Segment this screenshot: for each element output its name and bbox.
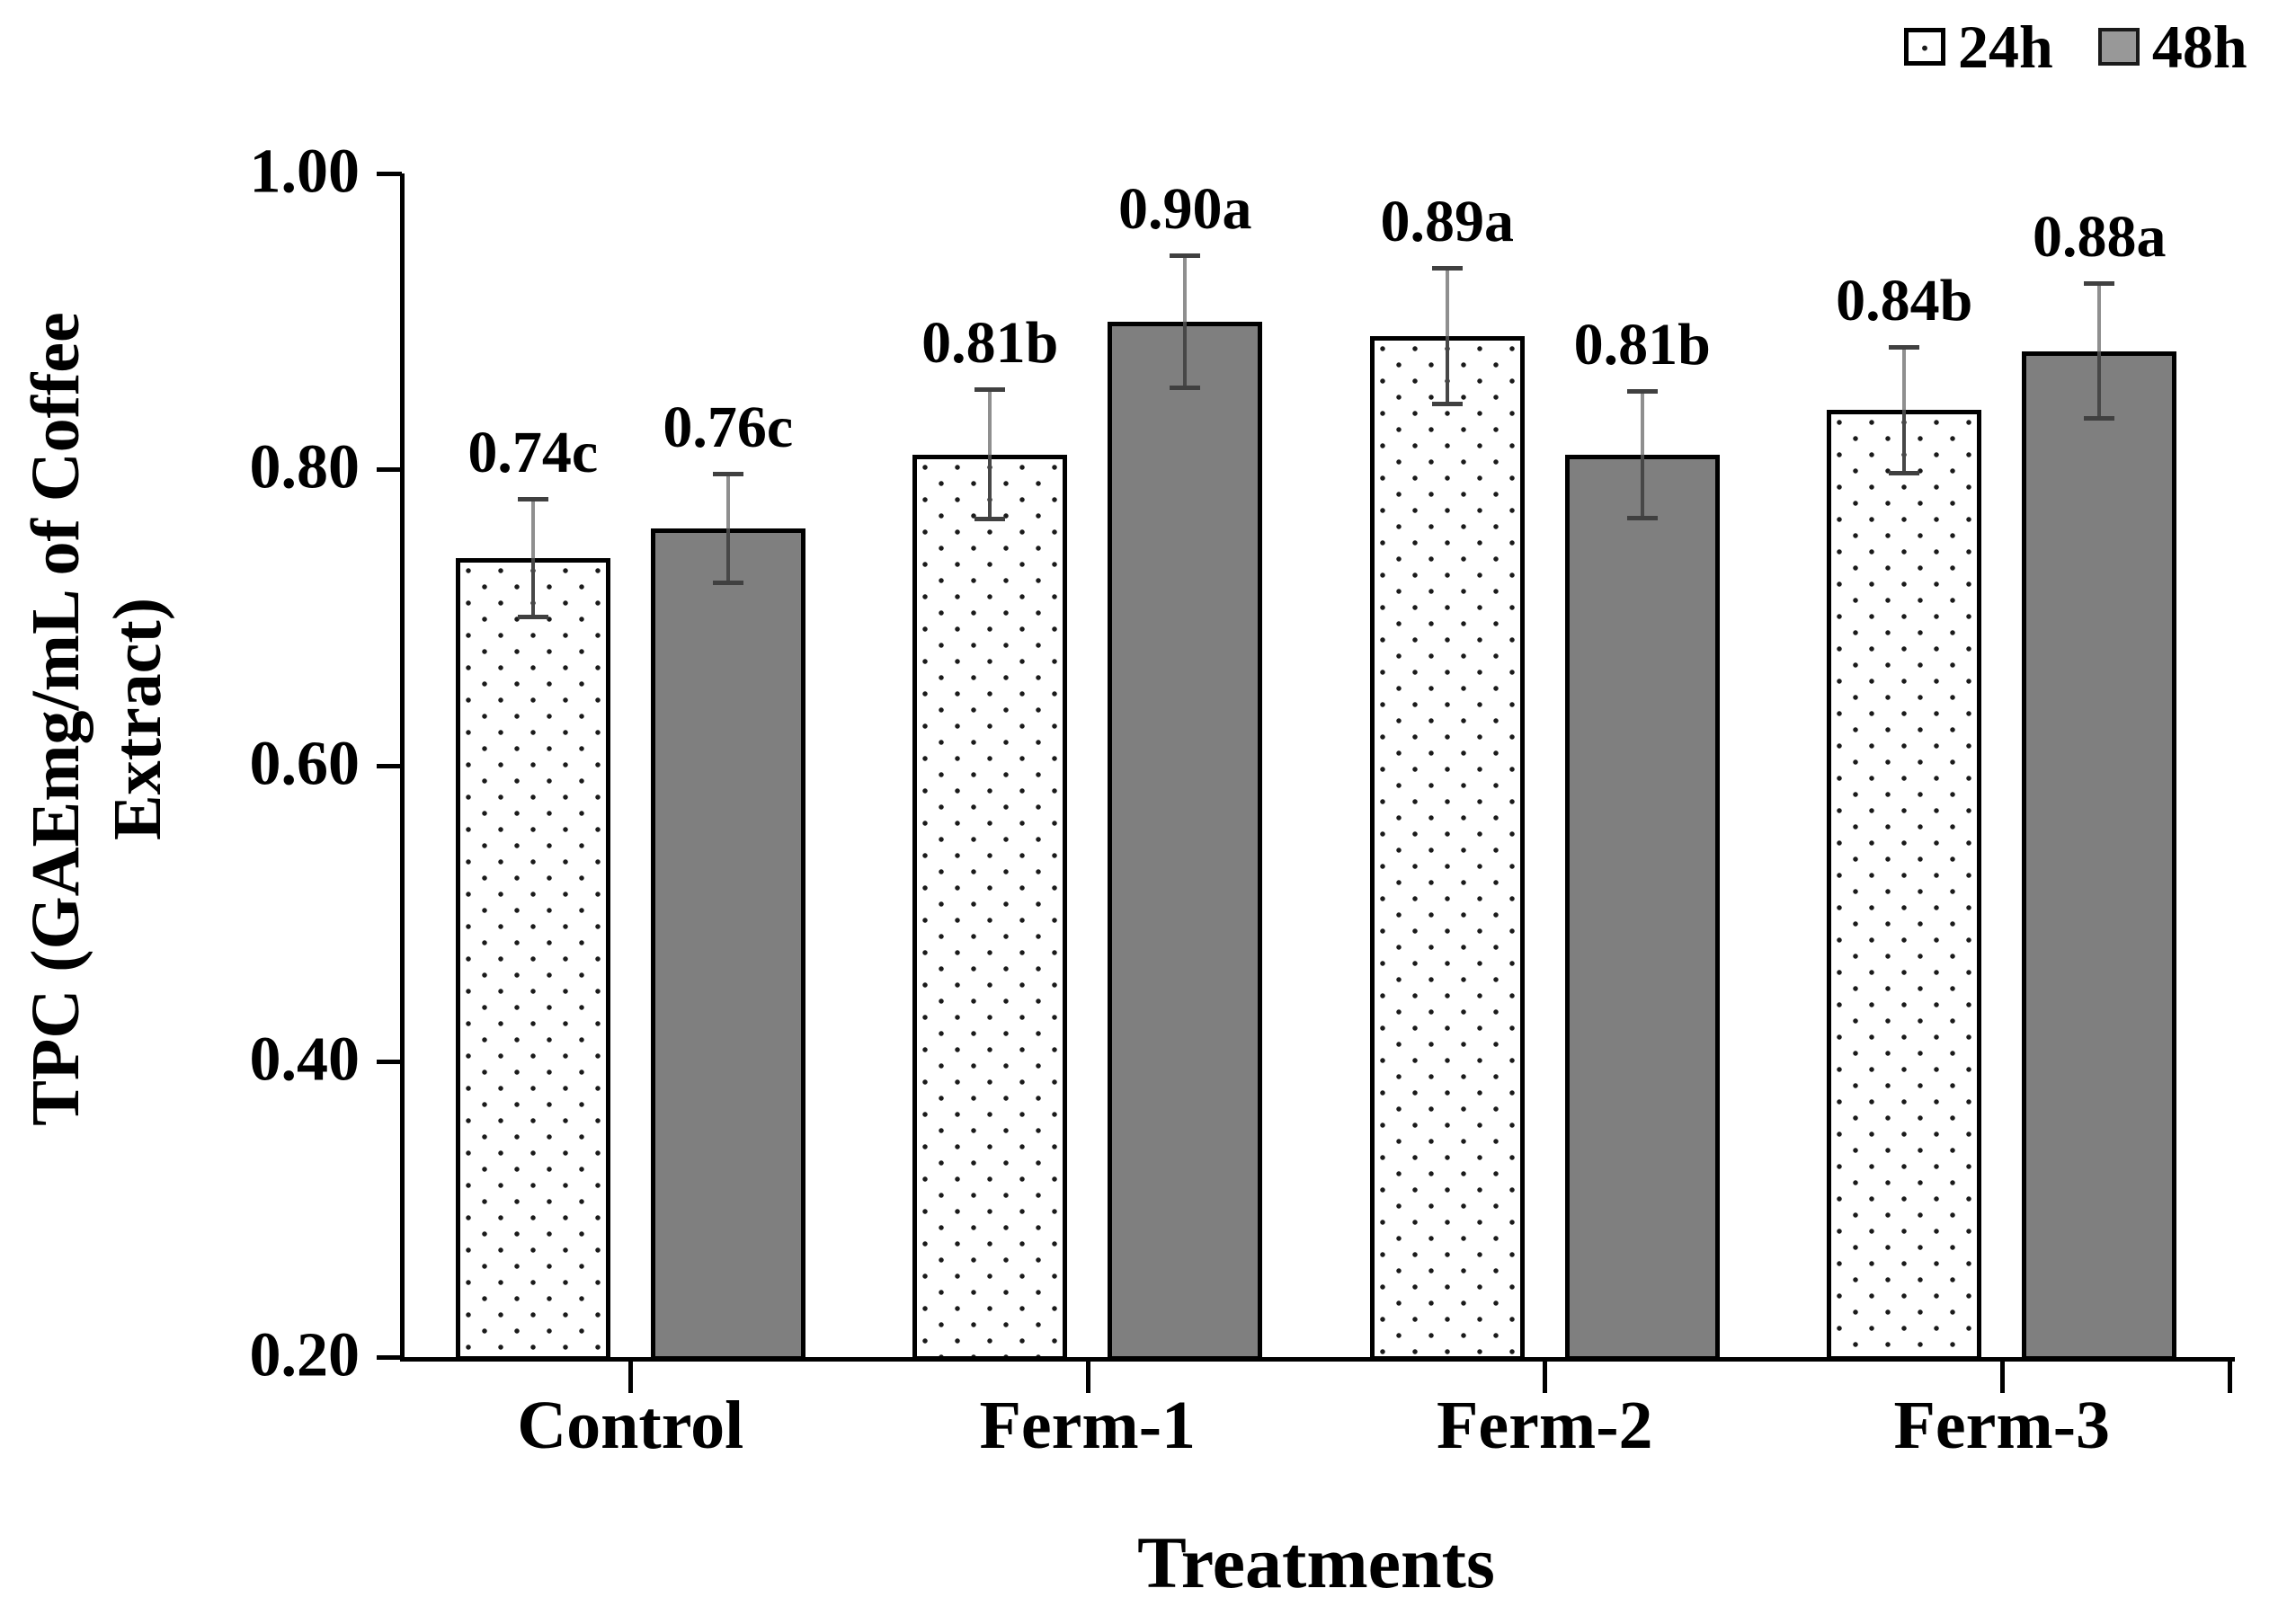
error-stem (1183, 257, 1188, 322)
error-stem (2097, 351, 2102, 417)
error-cap (1431, 266, 1463, 271)
y-tick (377, 1355, 402, 1360)
legend-label-24h: 24h (1958, 13, 2053, 81)
error-stem (1445, 336, 1449, 402)
error-stem (2097, 285, 2102, 351)
error-cap (2084, 416, 2115, 422)
error-stem (1640, 454, 1644, 516)
error-bar-48h-ferm-1 (1170, 253, 1201, 390)
bar-48h-ferm-2 (1564, 454, 1720, 1361)
y-tick (377, 172, 402, 176)
bar-value-label: 0.90a (1118, 175, 1252, 242)
y-tick-label: 0.40 (249, 1025, 360, 1095)
bar-24h-control (455, 558, 610, 1361)
legend: 24h 48h (1904, 16, 2247, 77)
error-cap (974, 387, 1006, 393)
bar-value-label: 0.81b (1573, 311, 1711, 377)
error-cap (517, 497, 548, 502)
x-tick-label-control: Control (517, 1388, 744, 1463)
legend-label-48h: 48h (2151, 13, 2247, 81)
y-tick (377, 467, 402, 473)
error-stem (1183, 321, 1188, 386)
error-stem (988, 454, 992, 518)
error-bar-24h-ferm-1 (974, 387, 1006, 522)
error-bar-48h-control (712, 472, 743, 585)
error-bar-48h-ferm-2 (1626, 388, 1658, 520)
bar-value-label: 0.76c (663, 395, 794, 461)
error-bar-24h-ferm-3 (1889, 344, 1920, 476)
error-stem (1640, 393, 1644, 455)
x-tick-label-ferm-3: Ferm-3 (1893, 1388, 2111, 1463)
error-cap (1170, 385, 1201, 390)
y-tick (377, 763, 402, 768)
error-stem (725, 476, 730, 529)
error-stem (1902, 349, 1907, 411)
y-tick-label: 0.80 (249, 432, 360, 502)
bar-48h-ferm-3 (2022, 351, 2177, 1361)
bar-24h-ferm-3 (1827, 410, 1982, 1361)
error-cap (1626, 515, 1658, 520)
y-axis-line (400, 173, 405, 1362)
error-stem (1445, 271, 1449, 337)
error-stem (530, 558, 535, 615)
x-tick-label-ferm-2: Ferm-2 (1436, 1388, 1653, 1463)
x-tick (628, 1357, 634, 1393)
bar-value-label: 0.84b (1836, 267, 1973, 333)
x-tick-end (2228, 1357, 2232, 1393)
error-cap (1431, 401, 1463, 406)
bar-24h-ferm-2 (1369, 336, 1525, 1361)
error-cap (1626, 388, 1658, 394)
legend-item-48h: 48h (2097, 13, 2247, 81)
y-tick-label: 1.00 (249, 137, 360, 207)
y-tick-label: 0.60 (249, 729, 360, 799)
bar-value-label: 0.88a (2033, 203, 2167, 270)
y-tick (377, 1059, 402, 1064)
x-tick (1543, 1357, 1548, 1393)
bar-24h-ferm-1 (912, 454, 1068, 1361)
error-bar-48h-ferm-3 (2084, 280, 2115, 422)
error-bar-24h-ferm-2 (1431, 266, 1463, 406)
bar-value-label: 0.89a (1380, 189, 1515, 255)
error-cap (517, 614, 548, 619)
error-bar-24h-control (517, 497, 548, 619)
error-cap (712, 581, 743, 585)
bar-48h-ferm-1 (1108, 321, 1263, 1361)
error-stem (1902, 410, 1907, 472)
x-axis-title: Treatments (1137, 1522, 1495, 1603)
legend-swatch-48h-icon (2097, 28, 2140, 66)
x-tick-label-ferm-1: Ferm-1 (979, 1388, 1197, 1463)
x-tick (1085, 1357, 1090, 1393)
error-cap (712, 472, 743, 477)
error-cap (1889, 471, 1920, 476)
bar-48h-control (650, 528, 805, 1361)
error-cap (974, 517, 1006, 522)
legend-swatch-24h-icon (1904, 28, 1945, 66)
error-stem (530, 501, 535, 559)
error-cap (1170, 253, 1201, 258)
error-cap (2084, 280, 2115, 286)
bar-value-label: 0.81b (921, 310, 1059, 377)
legend-item-24h: 24h (1904, 16, 2053, 77)
error-stem (988, 392, 992, 455)
x-axis-line (400, 1357, 2235, 1362)
bar-value-label: 0.74c (467, 420, 599, 486)
error-cap (1889, 344, 1920, 350)
y-tick-label: 0.20 (249, 1320, 360, 1390)
x-tick (1999, 1357, 2005, 1393)
error-stem (725, 528, 730, 581)
